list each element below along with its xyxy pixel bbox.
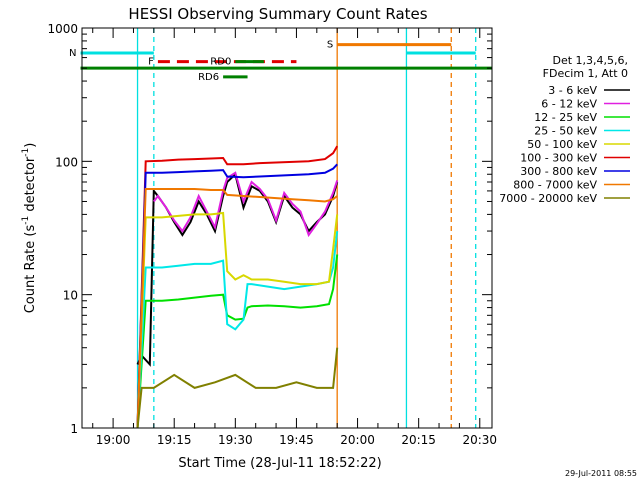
legend-label: 7000 - 20000 keV: [499, 192, 597, 205]
x-tick-label: 19:00: [96, 433, 131, 447]
flag-label: RD6: [198, 72, 219, 83]
timestamp: 29-Jul-2011 08:55: [565, 469, 637, 478]
flag-label: RD0: [210, 57, 231, 68]
legend-label: 3 - 6 keV: [548, 84, 597, 97]
x-tick-label: 19:45: [279, 433, 314, 447]
y-axis-label-main: Count Rate (s: [23, 225, 38, 314]
y-tick-label: 10: [63, 289, 78, 303]
x-tick-label: 20:30: [462, 433, 497, 447]
x-tick-label: 19:15: [157, 433, 192, 447]
legend-label: 25 - 50 keV: [534, 125, 597, 138]
series-line: [136, 211, 339, 429]
y-axis-label-mid: detector: [23, 156, 38, 216]
x-tick-label: 19:30: [218, 433, 253, 447]
legend: Det 1,3,4,5,6,FDecim 1, Att 0 3 - 6 keV6 …: [499, 54, 630, 205]
y-axis-label-sup2: -1: [21, 148, 31, 157]
legend-header: Det 1,3,4,5,6,: [552, 54, 628, 67]
flag-label: F: [148, 57, 154, 68]
legend-label: 100 - 300 keV: [520, 152, 597, 165]
legend-label: 50 - 100 keV: [527, 138, 597, 151]
legend-header: FDecim 1, Att 0: [543, 67, 628, 80]
chart-title: HESSI Observing Summary Count Rates: [128, 5, 427, 23]
y-axis-label: Count Rate (s-1 detector-1): [21, 143, 38, 314]
series-line: [136, 145, 339, 429]
series-line: [136, 163, 338, 429]
flag-label: N: [69, 48, 76, 59]
x-tick-label: 20:15: [401, 433, 436, 447]
plot-frame: [81, 27, 493, 429]
y-tick-label: 100: [55, 155, 78, 169]
legend-label: 300 - 800 keV: [520, 165, 597, 178]
series-line: [152, 171, 339, 238]
x-axis-label: Start Time (28-Jul-11 18:52:22): [178, 456, 381, 471]
y-axis-label-end: ): [23, 143, 38, 148]
series-line: [136, 347, 339, 429]
flag-label: S: [327, 40, 333, 51]
legend-label: 12 - 25 keV: [534, 111, 597, 124]
legend-label: 800 - 7000 keV: [513, 179, 597, 192]
y-tick-label: 1: [70, 422, 78, 436]
y-tick-label: 1000: [47, 22, 78, 36]
legend-label: 6 - 12 keV: [541, 98, 597, 111]
y-axis-label-sup: -1: [21, 216, 31, 225]
plot-area: N F RD0 RD6 S: [69, 28, 492, 429]
axes: 1 10 100 1000 19:00 19:15 19:30 19:45 20:00 20:15…: [47, 22, 497, 447]
x-tick-label: 20:00: [340, 433, 375, 447]
series-line: [136, 188, 338, 429]
